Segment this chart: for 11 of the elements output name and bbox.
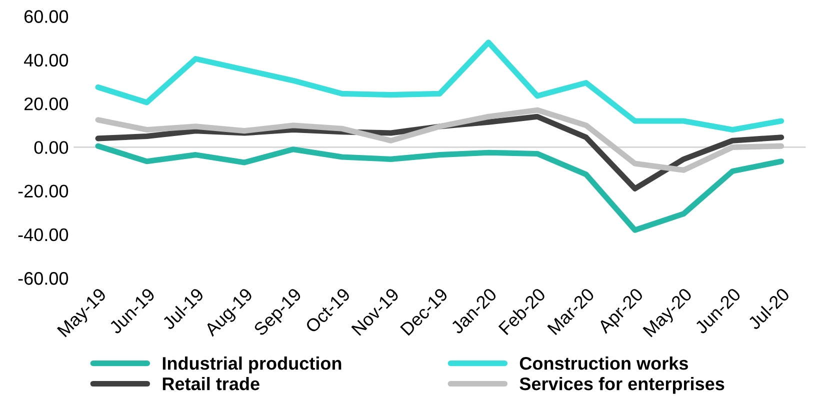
y-tick-label: 0.00 <box>34 141 68 154</box>
legend-label: Industrial production <box>162 356 342 374</box>
legend-label: Services for enterprises <box>520 376 724 394</box>
y-tick-label: 60.00 <box>24 10 68 23</box>
y-tick-label: -60.00 <box>18 272 68 285</box>
y-tick-label: -40.00 <box>18 228 68 242</box>
y-tick-label: -20.00 <box>18 184 68 198</box>
legend-label: Retail trade <box>162 376 260 390</box>
y-tick-label: 40.00 <box>24 54 68 67</box>
legend-label: Construction works <box>520 356 688 370</box>
y-tick-label: 20.00 <box>24 97 68 110</box>
